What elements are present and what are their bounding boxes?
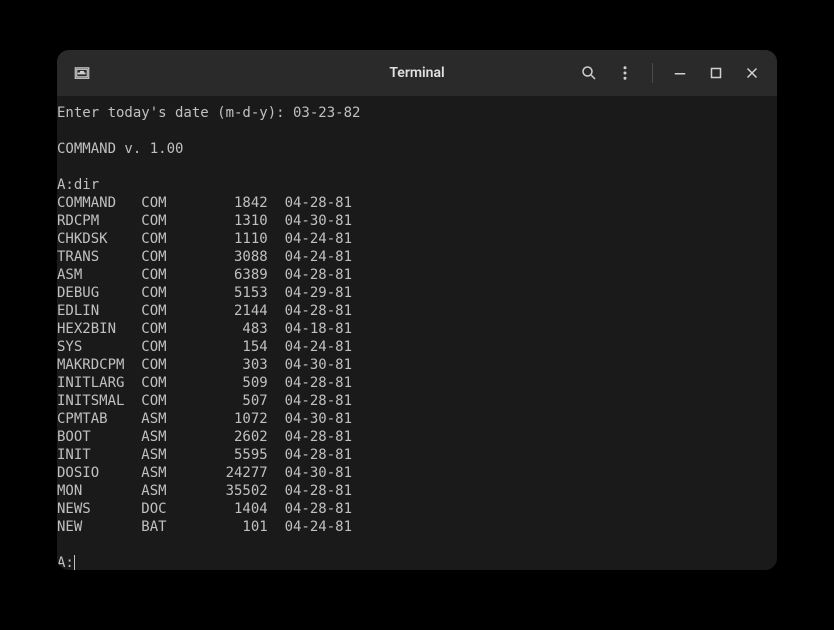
titlebar-right	[580, 63, 761, 83]
maximize-icon[interactable]	[707, 64, 725, 82]
terminal-body[interactable]: Enter today's date (m-d-y): 03-23-82 COM…	[57, 96, 777, 570]
terminal-prompt: A:	[57, 555, 74, 570]
search-icon[interactable]	[580, 64, 598, 82]
close-icon[interactable]	[743, 64, 761, 82]
titlebar-left	[73, 64, 91, 82]
menu-icon[interactable]	[616, 64, 634, 82]
new-tab-icon[interactable]	[73, 64, 91, 82]
titlebar-divider	[652, 63, 653, 83]
window-title: Terminal	[389, 65, 444, 81]
terminal-output: Enter today's date (m-d-y): 03-23-82 COM…	[57, 104, 777, 570]
titlebar: Terminal	[57, 50, 777, 96]
cursor	[74, 555, 75, 570]
terminal-window: Terminal Enter today's date (m-d-y): 03-…	[57, 50, 777, 570]
minimize-icon[interactable]	[671, 64, 689, 82]
